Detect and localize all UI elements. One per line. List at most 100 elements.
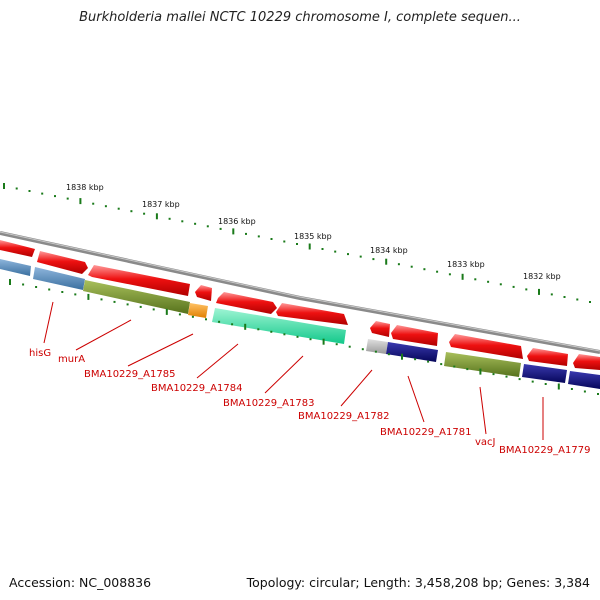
minor-tick xyxy=(563,296,566,298)
major-tick xyxy=(232,228,235,235)
cog-feature xyxy=(0,259,31,276)
minor-tick xyxy=(474,278,477,281)
minor-tick xyxy=(181,220,184,223)
minor-tick xyxy=(372,258,375,261)
leader-line xyxy=(196,343,239,379)
minor-tick xyxy=(550,293,553,296)
cog-feature xyxy=(188,303,208,318)
major-tick xyxy=(557,383,560,390)
tick-label: 1832 kbp xyxy=(523,272,561,281)
cog-feature xyxy=(83,280,190,314)
gene-label-murA: murA xyxy=(58,354,85,365)
gene-label-hisG: hisG xyxy=(29,348,51,359)
major-tick xyxy=(461,273,464,280)
gene-label-bma10229-a1785: BMA10229_A1785 xyxy=(84,369,175,380)
cds-feature xyxy=(37,251,88,274)
cds-feature xyxy=(573,354,600,370)
minor-tick xyxy=(74,293,77,296)
major-tick xyxy=(79,198,82,205)
cds-feature xyxy=(370,321,390,337)
major-tick xyxy=(155,213,158,220)
gene-label-vacj: vacJ xyxy=(475,437,496,448)
genome-summary-text: Topology: circular; Length: 3,458,208 bp… xyxy=(246,575,590,590)
minor-tick xyxy=(348,345,351,348)
minor-tick xyxy=(178,313,181,316)
leader-line xyxy=(340,369,373,407)
minor-tick xyxy=(41,192,44,195)
minor-tick xyxy=(22,283,25,286)
minor-tick xyxy=(296,335,299,338)
minor-tick xyxy=(219,227,222,230)
cds-feature xyxy=(195,285,212,301)
minor-tick xyxy=(270,330,273,333)
gene-label-bma10229-a1783: BMA10229_A1783 xyxy=(223,398,314,409)
kbp-tick-ring xyxy=(3,183,591,303)
gene-label-bma10229-a1784: BMA10229_A1784 xyxy=(151,383,242,394)
minor-tick xyxy=(414,358,417,361)
cog-track xyxy=(0,259,600,389)
major-tick xyxy=(87,293,90,300)
cog-feature xyxy=(33,267,85,290)
minor-tick xyxy=(347,253,349,256)
gene-label-bma10229-a1781: BMA10229_A1781 xyxy=(380,427,471,438)
major-tick xyxy=(308,243,311,250)
cog-feature xyxy=(386,342,438,362)
lower-dot-ring xyxy=(9,279,599,395)
genome-backbone-highlight xyxy=(0,231,600,352)
major-tick xyxy=(322,338,325,345)
minor-tick xyxy=(191,315,194,318)
tick-label: 1834 kbp xyxy=(370,246,408,255)
cog-feature xyxy=(366,339,388,354)
minor-tick xyxy=(61,291,64,293)
minor-tick xyxy=(448,273,451,276)
minor-tick xyxy=(397,263,400,266)
major-tick xyxy=(165,308,168,315)
cog-feature xyxy=(444,352,521,377)
minor-tick xyxy=(361,348,364,351)
minor-tick xyxy=(427,360,430,363)
major-tick xyxy=(385,258,388,265)
gene-label-bma10229-a1779: BMA10229_A1779 xyxy=(499,445,590,456)
major-tick xyxy=(538,288,540,295)
minor-tick xyxy=(283,240,286,243)
minor-tick xyxy=(104,205,107,208)
cds-feature xyxy=(391,325,438,346)
gene-labels: hisG murA BMA10229_A1785 BMA10229_A1784 … xyxy=(29,348,590,456)
minor-tick xyxy=(54,195,56,198)
minor-tick xyxy=(499,283,502,286)
minor-tick xyxy=(296,243,298,245)
cog-feature xyxy=(212,308,346,344)
leader-line xyxy=(407,375,425,423)
minor-tick xyxy=(410,265,413,268)
minor-tick xyxy=(309,338,312,341)
minor-tick xyxy=(152,308,155,311)
cds-feature xyxy=(0,240,35,257)
minor-tick xyxy=(576,298,579,301)
minor-tick xyxy=(257,328,260,331)
cds-track xyxy=(0,240,600,370)
minor-tick xyxy=(100,298,103,301)
major-tick xyxy=(401,353,403,360)
minor-tick xyxy=(194,222,197,225)
minor-tick xyxy=(205,318,207,321)
leader-line xyxy=(75,319,132,351)
accession-text: Accession: NC_008836 xyxy=(9,575,152,590)
minor-tick xyxy=(92,202,95,205)
minor-tick xyxy=(139,305,142,308)
minor-tick xyxy=(512,285,515,288)
tick-label: 1837 kbp xyxy=(142,200,180,209)
minor-tick xyxy=(374,350,377,353)
minor-tick xyxy=(505,375,508,378)
gene-label-bma10229-a1782: BMA10229_A1782 xyxy=(298,411,389,422)
minor-tick xyxy=(335,343,338,346)
minor-tick xyxy=(168,217,171,220)
minor-tick xyxy=(117,207,120,210)
cog-feature xyxy=(522,364,567,383)
minor-tick xyxy=(466,368,469,371)
minor-tick xyxy=(48,288,51,291)
tick-label: 1836 kbp xyxy=(218,217,256,226)
minor-tick xyxy=(245,232,247,235)
major-tick xyxy=(479,368,482,375)
minor-tick xyxy=(283,333,286,336)
